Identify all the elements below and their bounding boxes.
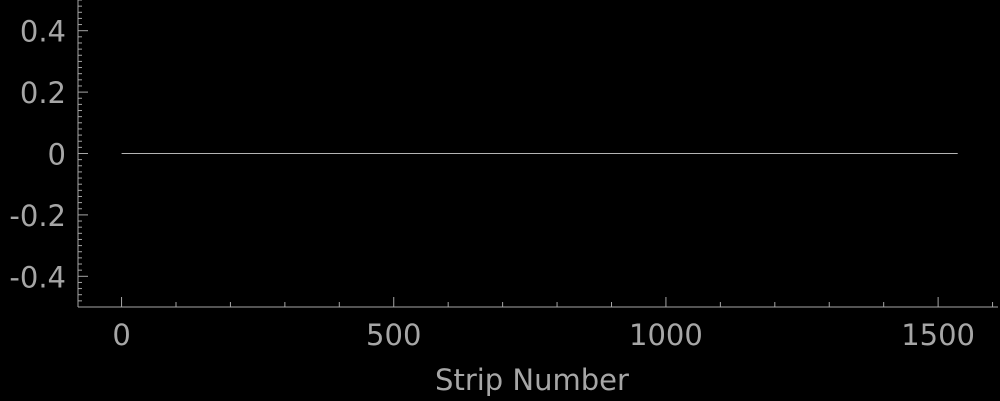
x-tick-label: 500 bbox=[366, 318, 421, 352]
y-tick-label: -0.4 bbox=[9, 260, 66, 294]
tick-labels: 0.4 0.2 0 -0.2 -0.4 0 500 1000 1500 bbox=[9, 15, 975, 352]
y-tick-label: 0.2 bbox=[20, 76, 66, 110]
x-tick-label: 1500 bbox=[901, 318, 975, 352]
y-tick-label: -0.2 bbox=[9, 199, 66, 233]
x-tick-label: 0 bbox=[112, 318, 130, 352]
y-tick-label: 0.4 bbox=[20, 15, 66, 49]
x-axis-title: Strip Number bbox=[435, 363, 629, 397]
y-tick-label: 0 bbox=[48, 138, 66, 172]
x-tick-label: 1000 bbox=[629, 318, 703, 352]
axes bbox=[77, 0, 998, 308]
